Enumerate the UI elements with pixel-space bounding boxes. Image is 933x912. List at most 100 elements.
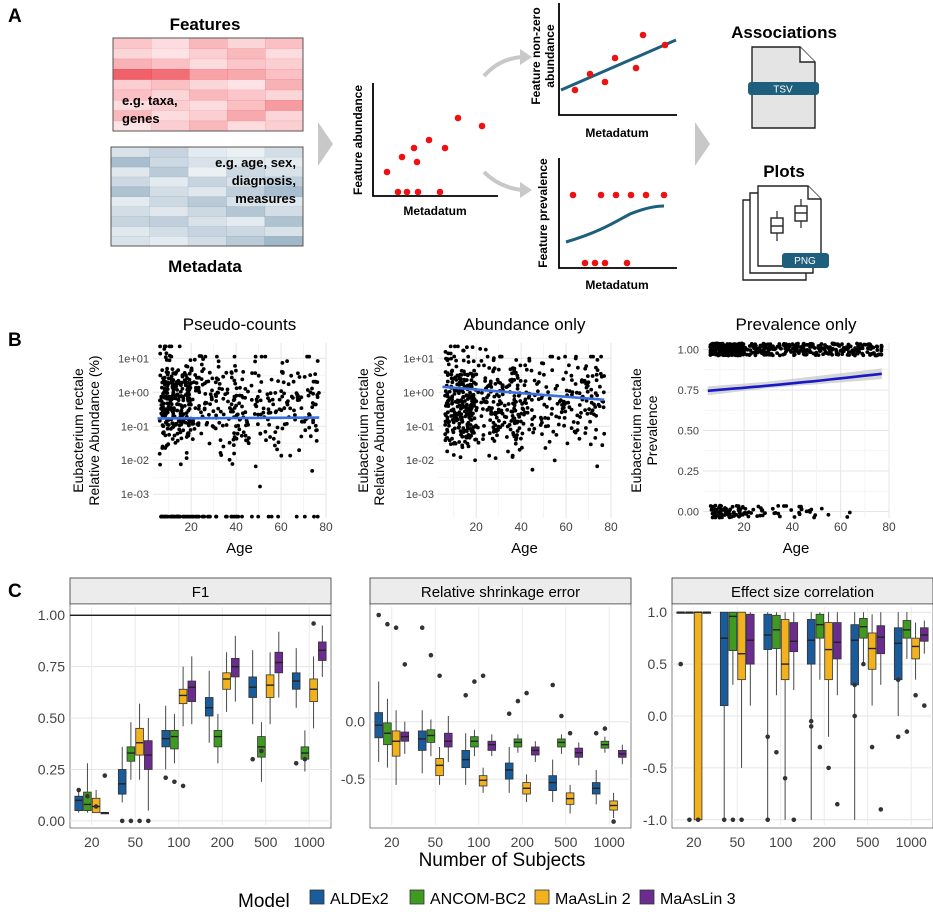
data-point (540, 432, 544, 436)
box-ALDEx2 (719, 611, 729, 707)
data-point (573, 356, 578, 361)
data-point (716, 513, 720, 518)
data-point (818, 345, 823, 349)
feature-cell (113, 58, 152, 70)
data-point (446, 351, 451, 356)
document-fold (799, 47, 815, 63)
data-point (569, 426, 574, 430)
data-point (583, 431, 588, 435)
data-point (166, 442, 171, 447)
abundance-point (436, 188, 444, 196)
outlier-point (913, 692, 918, 698)
data-point (550, 354, 555, 359)
data-point (583, 408, 587, 412)
data-point (232, 435, 237, 439)
outlier-point (402, 662, 408, 667)
data-point (564, 370, 568, 375)
outlier-point (146, 818, 151, 824)
data-point (313, 372, 318, 376)
data-point (184, 514, 189, 519)
y-tick-label: 0.75 (38, 659, 65, 675)
data-point (465, 410, 470, 415)
abundance-point (441, 144, 449, 152)
box-ANCOM-BC2 (126, 746, 136, 762)
data-point (511, 432, 516, 437)
data-point (227, 440, 232, 445)
metadata-cell (149, 147, 189, 158)
data-point (196, 407, 201, 411)
data-point (598, 384, 602, 389)
data-point (589, 387, 594, 392)
data-point (525, 406, 530, 410)
data-point (180, 394, 185, 399)
data-point (775, 351, 779, 355)
prevalence-point (612, 191, 620, 199)
data-point (583, 366, 588, 371)
data-point (564, 388, 569, 393)
data-point (239, 433, 244, 438)
data-point (456, 344, 460, 349)
data-point (452, 392, 457, 396)
data-point (177, 423, 182, 428)
x-tick-label: 60 (274, 520, 288, 534)
nonzero-point (601, 78, 609, 86)
data-point (813, 513, 818, 517)
data-point (732, 349, 737, 354)
data-point (500, 392, 505, 397)
data-point (234, 368, 238, 373)
data-point (460, 445, 465, 450)
data-point (770, 506, 775, 511)
data-point (801, 344, 806, 349)
data-point (297, 448, 301, 453)
data-point (178, 430, 183, 435)
box-ALDEx2 (763, 613, 772, 650)
legend-swatch (534, 889, 550, 905)
metadata-cell (111, 166, 150, 178)
data-point (777, 343, 782, 348)
data-point (563, 354, 567, 359)
data-point (514, 437, 518, 442)
data-point (280, 394, 285, 399)
data-point (220, 423, 225, 428)
data-point (819, 342, 824, 346)
data-point (594, 378, 599, 383)
data-point (217, 420, 222, 425)
data-point (157, 451, 162, 456)
data-point (451, 407, 456, 412)
facet-strip (671, 577, 933, 605)
plots-title: Plots (763, 162, 805, 181)
data-point (215, 354, 219, 359)
nonzero-point (586, 70, 594, 78)
data-point (834, 349, 839, 354)
data-point (210, 388, 214, 393)
data-point (268, 435, 272, 439)
data-point (552, 458, 557, 463)
data-point (259, 380, 264, 384)
data-point (171, 392, 175, 397)
feature-cell (189, 69, 228, 80)
outlier-point (765, 734, 770, 740)
outlier-point (567, 730, 573, 736)
data-point (500, 423, 505, 427)
data-point (302, 419, 307, 424)
data-point (273, 443, 277, 448)
data-point (289, 373, 294, 378)
abundance-point (454, 114, 462, 122)
data-point (214, 394, 219, 399)
data-point (261, 406, 266, 411)
data-point (310, 469, 315, 473)
data-point (445, 427, 449, 432)
data-point (271, 402, 276, 407)
data-point (508, 378, 513, 383)
metadata-cell (149, 176, 189, 188)
data-point (830, 346, 835, 351)
outlier-point (180, 783, 186, 789)
data-point (235, 412, 240, 417)
panel-label-A: A (8, 6, 22, 27)
data-point (812, 346, 817, 350)
x-axis-label: Age (226, 540, 253, 557)
data-point (573, 382, 578, 386)
box-ALDEx2 (204, 697, 214, 717)
data-point (169, 374, 174, 379)
data-point (279, 408, 284, 413)
